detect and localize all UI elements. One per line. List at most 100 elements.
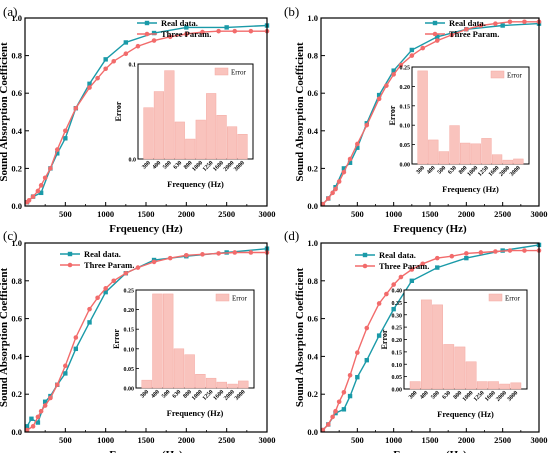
error-bar [141, 379, 152, 389]
data-point-real [151, 30, 157, 36]
y-tick-label: 0.6 [307, 88, 318, 98]
data-point-three-param [63, 128, 68, 134]
y-tick-label: 0.6 [11, 314, 22, 324]
data-point-three-param [464, 26, 469, 32]
data-point-three-param [30, 424, 36, 429]
error-bar [195, 119, 206, 160]
x-tick-label: 1500 [138, 209, 155, 219]
x-tick-label: 2500 [218, 435, 235, 445]
data-point-real [103, 289, 108, 295]
data-point-real [224, 25, 229, 30]
x-tick-label: 1000 [97, 435, 114, 445]
panel-b: (b) 500 1000 1500 2000 2500 3000 0.0 0.2 0.4 0.6 0.… [284, 4, 548, 235]
error-bar [174, 121, 185, 160]
x-axis-label: Frequency (Hz) [393, 449, 467, 453]
inset-y-tick-label: 0.30 [392, 313, 403, 319]
data-point-real [63, 371, 68, 376]
panel-label: (b) [284, 4, 299, 19]
data-point-three-param [347, 156, 353, 162]
data-point-real [341, 407, 347, 412]
x-axis-label: Frequency (Hz) [109, 449, 183, 453]
y-axis-label: Sound Absorption Coefficient [0, 267, 10, 407]
data-point-three-param [341, 169, 347, 175]
error-bar [443, 344, 455, 390]
data-point-three-param [409, 267, 415, 272]
y-tick-label: 1.0 [307, 13, 318, 23]
data-point-three-param [48, 166, 53, 171]
legend: Real data.Three Param. [355, 250, 429, 271]
x-tick-label: 500 [59, 209, 72, 219]
error-bar [216, 115, 227, 160]
data-point-three-param [38, 408, 44, 414]
inset-y-tick-label: 0.10 [392, 363, 403, 369]
data-point-three-param [376, 301, 382, 306]
x-tick-label: 1000 [385, 209, 402, 219]
data-point-three-param [151, 259, 157, 265]
data-point-three-param [103, 66, 108, 72]
inset-y-tick-label: 0.20 [400, 85, 411, 91]
panel-label: (a) [3, 4, 17, 19]
inset-y-tick-label: 0.25 [392, 326, 403, 332]
y-tick-label: 0.4 [307, 126, 318, 136]
inset-x-tick-label: 1250 [477, 165, 490, 178]
error-bar [184, 354, 195, 389]
data-point-real [464, 255, 469, 261]
data-point-real [38, 190, 44, 196]
data-point-real [63, 136, 68, 141]
x-tick-label: 2000 [458, 209, 475, 219]
data-point-three-param [391, 72, 396, 77]
data-point-three-param [347, 373, 353, 378]
data-point-three-param [364, 325, 370, 331]
data-point-real [355, 374, 360, 380]
inset-y-axis-label: Error [388, 105, 397, 125]
inset-x-tick-label: 2000 [223, 389, 236, 402]
error-bar [454, 346, 466, 390]
inset-y-tick-label: 0.00 [392, 388, 403, 394]
inset-y-tick-label: 0.15 [400, 104, 411, 110]
legend-label: Three Param. [161, 29, 211, 39]
data-point-real [435, 265, 440, 270]
inset-x-tick-label: 630 [172, 389, 183, 400]
inset-x-tick-label: 630 [442, 390, 453, 401]
legend-marker [144, 31, 150, 37]
inset-y-tick-label: 0.20 [392, 338, 403, 344]
error-bar [449, 125, 460, 165]
y-tick-label: 0.2 [11, 163, 22, 173]
data-point-real [347, 160, 353, 165]
x-tick-label: 1500 [138, 435, 155, 445]
legend-label: Three Param. [84, 260, 134, 270]
data-point-real [35, 420, 41, 425]
x-tick-label: 3000 [531, 209, 548, 219]
legend-label: Real data. [379, 250, 416, 260]
inset-x-tick-label: 1000 [191, 160, 204, 173]
error-bar [502, 159, 513, 165]
y-tick-label: 0.8 [307, 51, 318, 61]
inset-x-tick-label: 400 [419, 390, 430, 401]
inset-x-tick-label: 1600 [213, 389, 226, 402]
data-point-three-param [232, 28, 238, 34]
series-line-real-data [26, 24, 268, 203]
panel-label: (c) [3, 228, 17, 243]
panel-a: (a) 500 1000 1500 2000 2500 3000 0.0 0.2 0.4 0.6 0.… [0, 4, 276, 235]
data-point-three-param [409, 53, 415, 58]
inset-x-tick-label: 1250 [202, 389, 215, 402]
error-bar [237, 134, 248, 160]
error-bar [162, 293, 174, 389]
legend-marker [67, 262, 73, 268]
data-point-three-param [184, 31, 189, 37]
inset-legend-swatch [214, 67, 229, 76]
inset-x-tick-label: 800 [453, 390, 464, 401]
y-tick-label: 0.0 [307, 201, 318, 211]
inset-x-tick-label: 1250 [473, 390, 486, 403]
inset-x-tick-label: 400 [426, 165, 437, 176]
inset-y-tick-label: 0.05 [124, 367, 135, 373]
inset-y-axis-label: Error [380, 329, 389, 349]
data-point-three-param [391, 282, 396, 287]
data-point-three-param [95, 75, 100, 81]
inset-x-tick-label: 2000 [498, 165, 511, 178]
data-point-three-param [42, 403, 48, 408]
error-bar [409, 381, 421, 390]
data-point-three-param [73, 105, 79, 111]
inset-y-tick-label: 0.1 [129, 63, 137, 69]
